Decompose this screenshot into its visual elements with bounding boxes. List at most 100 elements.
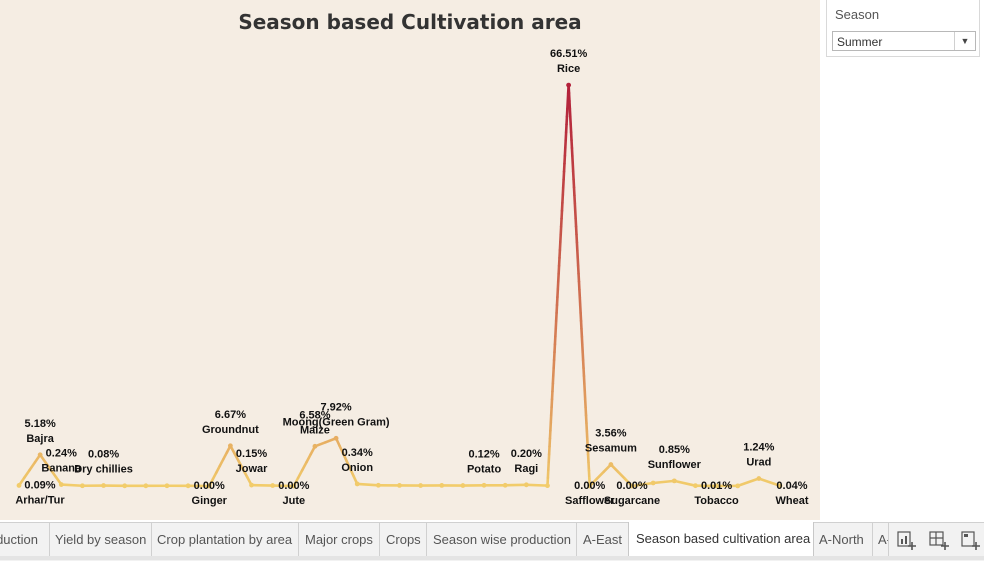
data-point[interactable] — [439, 483, 444, 488]
data-point[interactable] — [651, 481, 656, 486]
data-label-value: 7.92% — [320, 401, 351, 413]
data-point[interactable] — [461, 483, 466, 488]
tab-production[interactable]: Production — [0, 523, 50, 557]
data-label-value: 0.34% — [342, 447, 373, 459]
data-label-name: Onion — [341, 462, 373, 474]
data-point[interactable] — [756, 476, 761, 481]
data-label-name: Ginger — [192, 495, 228, 507]
line-segment — [61, 485, 82, 486]
data-label-value: 0.00% — [278, 480, 309, 492]
data-point[interactable] — [143, 483, 148, 488]
data-point[interactable] — [249, 483, 254, 488]
tab-major-crops[interactable]: Major crops — [298, 523, 380, 557]
tab-a-north[interactable]: A-North — [813, 523, 873, 557]
season-dropdown[interactable]: Summer ▼ — [832, 31, 976, 51]
data-label-value: 0.00% — [616, 480, 647, 492]
line-segment — [30, 462, 35, 470]
status-strip — [0, 556, 984, 560]
data-point[interactable] — [270, 483, 275, 488]
data-label-name: Sunflower — [648, 459, 702, 471]
data-point[interactable] — [38, 452, 43, 457]
data-label-value: 0.01% — [701, 480, 732, 492]
line-segment — [302, 462, 306, 470]
data-label-value: 0.08% — [88, 449, 119, 461]
data-point[interactable] — [355, 482, 360, 487]
new-worksheet-icon[interactable] — [896, 529, 918, 551]
data-label-value: 6.67% — [215, 409, 246, 421]
data-label-name: Groundnut — [202, 424, 259, 436]
data-point[interactable] — [397, 483, 402, 488]
tab-a-east[interactable]: A-East — [576, 523, 629, 557]
data-label-name: Potato — [467, 463, 502, 475]
data-label-value: 0.00% — [194, 480, 225, 492]
data-label-name: Jowar — [236, 463, 269, 475]
data-label-value: 0.09% — [24, 479, 55, 491]
data-point[interactable] — [122, 483, 127, 488]
line-segment — [24, 470, 29, 478]
data-label-value: 0.12% — [468, 448, 499, 460]
tab-crop-plantation-by-area[interactable]: Crop plantation by area — [151, 523, 299, 557]
data-point[interactable] — [186, 483, 191, 488]
data-point[interactable] — [376, 483, 381, 488]
season-dropdown-value: Summer — [837, 35, 882, 49]
data-point[interactable] — [608, 462, 613, 467]
data-point[interactable] — [17, 483, 22, 488]
new-dashboard-icon[interactable] — [928, 529, 950, 551]
tab-season-wise-production[interactable]: Season wise production — [426, 523, 577, 557]
data-label-name: Sesamum — [585, 443, 637, 455]
line-segment — [357, 484, 378, 485]
data-label-name: Urad — [746, 457, 771, 469]
data-point[interactable] — [693, 483, 698, 488]
data-point[interactable] — [524, 482, 529, 487]
line-chart: 0.09%Arhar/Tur5.18%Bajra0.24%Banana0.08%… — [0, 0, 820, 520]
data-point[interactable] — [334, 436, 339, 441]
data-point[interactable] — [165, 483, 170, 488]
data-label-value: 66.51% — [550, 48, 588, 60]
line-segment — [618, 472, 625, 479]
data-label-name: Dry chillies — [74, 464, 133, 476]
season-filter-card: Season Summer ▼ — [826, 0, 980, 57]
tab-yield-by-season[interactable]: Yield by season — [49, 523, 152, 557]
data-point[interactable] — [228, 443, 233, 448]
data-point[interactable] — [482, 483, 487, 488]
data-point[interactable] — [545, 483, 550, 488]
data-point[interactable] — [735, 483, 740, 488]
data-label-name: Arhar/Tur — [15, 494, 65, 506]
data-label-name: Jute — [282, 495, 305, 507]
data-point[interactable] — [672, 478, 677, 483]
tab-season-based-cultivation-area[interactable]: Season based cultivation area — [628, 522, 814, 558]
data-label-value: 0.85% — [659, 444, 690, 456]
filter-title: Season — [835, 7, 879, 22]
data-label-name: Sugarcane — [604, 495, 660, 507]
data-point[interactable] — [101, 483, 106, 488]
data-label-name: Wheat — [776, 495, 809, 507]
data-label-value: 0.04% — [776, 480, 807, 492]
line-segment — [597, 472, 604, 479]
data-label-value: 5.18% — [25, 418, 56, 430]
line-segment — [526, 485, 547, 486]
line-segment — [738, 479, 759, 486]
data-label-name: Bajra — [26, 433, 54, 445]
data-label-name: Rice — [557, 63, 580, 75]
filter-panel: Season Summer ▼ — [820, 0, 984, 520]
data-label-value: 0.24% — [46, 448, 77, 460]
line-segment — [298, 470, 302, 478]
tab-crops[interactable]: Crops — [379, 523, 427, 557]
line-segment — [306, 454, 310, 462]
data-point[interactable] — [59, 482, 64, 487]
data-point[interactable] — [418, 483, 423, 488]
line-segment — [653, 481, 674, 483]
data-label-value: 0.00% — [574, 480, 605, 492]
dropdown-arrow-icon[interactable]: ▼ — [954, 32, 975, 50]
data-label-value: 0.20% — [511, 448, 542, 460]
data-point[interactable] — [80, 483, 85, 488]
tab-a-south[interactable]: A-South — [872, 523, 889, 557]
data-label-value: 1.24% — [743, 442, 774, 454]
data-point[interactable] — [503, 483, 508, 488]
data-label-value: 3.56% — [595, 428, 626, 440]
dashboard-canvas: Season based Cultivation area 0.09%Arhar… — [0, 0, 821, 520]
data-point[interactable] — [566, 83, 571, 88]
data-label-name: Tobacco — [694, 495, 739, 507]
new-story-icon[interactable] — [960, 529, 982, 551]
data-point[interactable] — [313, 444, 318, 449]
